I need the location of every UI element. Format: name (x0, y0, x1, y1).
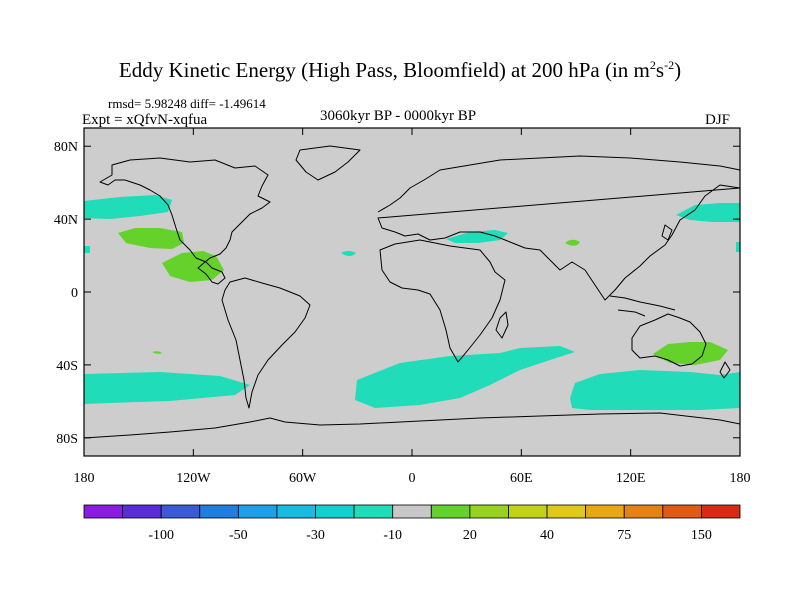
northwest-pacific-negative (676, 203, 740, 222)
north-pacific-positive (118, 228, 184, 249)
southern-indian-australia-negative (570, 370, 740, 410)
colorbar-swatch (122, 504, 162, 519)
experiment-label: Expt = xQfvN-xqfua (82, 112, 208, 128)
tasman-positive (653, 342, 728, 365)
y-tick-label: 80S (56, 432, 78, 447)
colorbar-label: 75 (617, 528, 631, 543)
coastlines (83, 145, 741, 439)
y-tick-label: 40S (56, 359, 78, 374)
south-pacific-negative (84, 372, 250, 404)
colorbar-swatch (199, 504, 239, 519)
south-pacific-positive-spot (152, 351, 162, 354)
anomaly-shading (84, 195, 740, 410)
coast-north-america (99, 157, 271, 285)
colorbar-swatch (623, 504, 664, 519)
coast-australia (631, 313, 707, 367)
y-tick-label: 80N (54, 140, 78, 155)
mediterranean-negative (446, 230, 508, 243)
x-tick-label: 60W (289, 471, 317, 486)
coast-japan (661, 224, 673, 241)
colorbar-label: -30 (306, 528, 325, 543)
plot-title-close: ) (674, 58, 682, 82)
colorbar-swatch (392, 504, 432, 519)
coast-maritime-continent (609, 295, 676, 317)
x-tick-label: 60E (510, 471, 533, 486)
north-pacific-negative (84, 195, 172, 219)
colorbar-swatch (276, 504, 316, 519)
x-tick-label: 120E (616, 471, 646, 486)
west-dateline-negative-spot (736, 242, 740, 252)
x-tick-label: 180 (730, 471, 751, 486)
coast-antarctica (83, 412, 741, 439)
coast-europe-asia (377, 155, 741, 301)
colorbar-swatch (160, 504, 201, 519)
y-tick-label: 0 (71, 286, 78, 301)
x-tick-label: 180 (74, 471, 95, 486)
x-tick-label: 120W (176, 471, 211, 486)
colorbar-swatch (83, 504, 123, 519)
colorbar-swatch (662, 504, 702, 519)
axis-ticks (83, 128, 741, 456)
colorbar-swatch (546, 504, 587, 519)
y-tick-label: 40N (54, 213, 78, 228)
colorbar-swatch (469, 504, 509, 519)
axis-tick-labels: 80N 40N 0 40S 80S 180 120W 60W 0 60E 120E 180 (54, 140, 751, 486)
colorbar-label: -100 (148, 528, 174, 543)
colorbar-swatch (701, 504, 741, 519)
coast-madagascar (495, 311, 509, 339)
north-atlantic-negative-spot (341, 251, 356, 256)
colorbar-swatch (585, 504, 625, 519)
coast-africa (379, 239, 506, 363)
colorbar-label: 150 (691, 528, 712, 543)
east-dateline-negative-spot (84, 246, 90, 253)
south-atlantic-indian-negative (355, 346, 575, 408)
season-label: DJF (705, 112, 731, 128)
plot-title-sup1: 2 (649, 58, 656, 72)
colorbar (83, 504, 741, 519)
plot-title-sup2: -2 (664, 58, 675, 72)
stats-label: rmsd= 5.98248 diff= -1.49614 (108, 96, 266, 111)
plot-title-mid: s (655, 58, 665, 82)
arabian-positive-spot (565, 239, 580, 246)
colorbar-labels: -100 -50 -30 -10 20 40 75 150 (148, 528, 712, 543)
colorbar-swatch (508, 504, 548, 519)
colorbar-swatch (353, 504, 394, 519)
colorbar-label: -10 (383, 528, 402, 543)
colorbar-label: -50 (229, 528, 248, 543)
colorbar-swatch (430, 504, 471, 519)
plot-title: Eddy Kinetic Energy (High Pass, Bloomfie… (0, 58, 800, 83)
coast-south-america (221, 277, 311, 409)
colorbar-label: 40 (540, 528, 554, 543)
coast-greenland (295, 145, 361, 181)
colorbar-label: 20 (463, 528, 477, 543)
coast-new-zealand (719, 361, 731, 379)
colorbar-swatch (237, 504, 278, 519)
x-tick-label: 0 (409, 471, 416, 486)
period-label: 3060kyr BP - 0000kyr BP (320, 108, 477, 124)
colorbar-swatch (315, 504, 355, 519)
plot-title-text: Eddy Kinetic Energy (High Pass, Bloomfie… (118, 58, 650, 82)
